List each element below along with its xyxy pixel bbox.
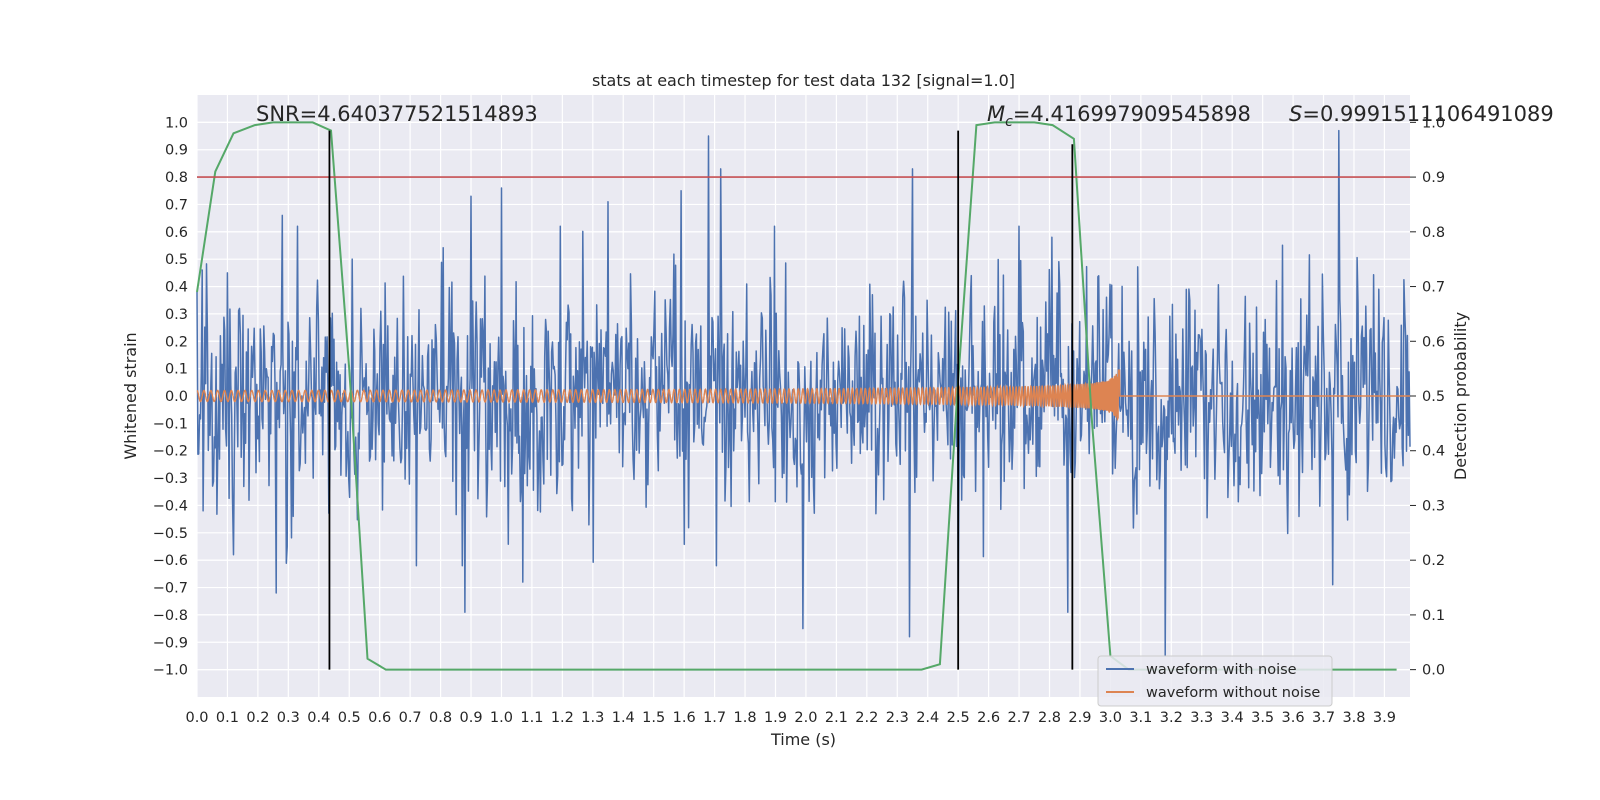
y2-tick-label: 0.5 <box>1422 389 1445 405</box>
y2-tick-label: 0.4 <box>1422 444 1445 460</box>
y2-tick-label: 0.6 <box>1422 334 1445 350</box>
annotation-s-symbol: S <box>1289 102 1302 126</box>
y-tick-label: 0.0 <box>165 389 188 405</box>
legend-label-waveform-with-noise: waveform with noise <box>1146 662 1297 678</box>
y2-tick-label: 0.3 <box>1422 498 1445 514</box>
y-tick-label: 0.8 <box>165 170 188 186</box>
x-tick-label: 2.3 <box>886 710 909 726</box>
annotation-s-value: =0.9991511106491089 <box>1302 102 1553 126</box>
y2-tick-label: 0.0 <box>1422 663 1445 679</box>
series-waveform-without-noise <box>196 369 1410 421</box>
x-tick-label: 2.9 <box>1068 710 1091 726</box>
x-tick-label: 1.3 <box>581 710 604 726</box>
x-tick-label: 0.0 <box>185 710 208 726</box>
x-tick-label: 3.6 <box>1282 710 1305 726</box>
annotation-chirp-mass-symbol: M <box>987 102 1005 126</box>
line-waveform-without-noise <box>196 369 1410 421</box>
y-tick-label: −0.6 <box>153 553 188 569</box>
legend: waveform with noise waveform without noi… <box>1097 655 1333 707</box>
y-tick-label: 1.0 <box>165 115 188 131</box>
x-tick-label: 0.2 <box>246 710 269 726</box>
x-tick-label: 0.6 <box>368 710 391 726</box>
x-tick-label: 3.2 <box>1160 710 1183 726</box>
x-tick-label: 0.4 <box>307 710 330 726</box>
x-tick-label: 0.5 <box>338 710 361 726</box>
annotation-snr: SNR=4.640377521514893 <box>256 102 538 126</box>
x-tick-label: 2.0 <box>794 710 817 726</box>
y-tick-label: 0.1 <box>165 362 188 378</box>
y2-tick-label: 0.8 <box>1422 225 1445 241</box>
x-tick-label: 3.5 <box>1251 710 1274 726</box>
x-tick-label: 1.4 <box>612 710 635 726</box>
y-tick-label: −0.2 <box>153 444 188 460</box>
y-tick-label: 0.7 <box>165 197 188 213</box>
series-waveform-with-noise <box>196 129 1411 657</box>
y-tick-label: 0.5 <box>165 252 188 268</box>
y2-tick-label: 0.7 <box>1422 280 1445 296</box>
x-tick-label: 3.0 <box>1099 710 1122 726</box>
reference-lines <box>197 130 1410 670</box>
annotation-chirp-mass-value: =4.416997909545898 <box>1013 102 1251 126</box>
y-tick-label: −0.7 <box>153 581 188 597</box>
x-tick-label: 3.7 <box>1312 710 1335 726</box>
x-tick-label: 3.9 <box>1373 710 1396 726</box>
annotation-chirp-mass: Mc=4.416997909545898 <box>987 102 1251 130</box>
x-tick-label: 0.7 <box>399 710 422 726</box>
y2-tick-label: 0.2 <box>1422 553 1445 569</box>
x-tick-label: 2.1 <box>825 710 848 726</box>
x-tick-label: 3.8 <box>1342 710 1365 726</box>
y-tick-label: −0.5 <box>153 526 188 542</box>
x-axis-label: Time (s) <box>770 730 836 749</box>
y-tick-label: −0.3 <box>153 471 188 487</box>
x-tick-label: 1.1 <box>520 710 543 726</box>
x-tick-label: 2.4 <box>916 710 939 726</box>
x-tick-label: 3.4 <box>1221 710 1244 726</box>
annotation-s: S=0.9991511106491089 <box>1289 102 1554 126</box>
y-tick-label: −1.0 <box>153 663 188 679</box>
x-tick-label: 0.1 <box>216 710 239 726</box>
y-tick-label: 0.6 <box>165 225 188 241</box>
x-axis-ticks: 0.0 0.1 0.2 0.3 0.4 0.5 0.6 0.7 0.8 0.9 1.0 1.1 1.2 1… <box>185 710 1395 726</box>
y-tick-label: 0.2 <box>165 334 188 350</box>
y-axis-ticks: 1.0 0.9 0.8 0.7 0.6 0.5 0.4 0.3 0.2 0.1 0.0 −0.1 −0.… <box>153 115 188 678</box>
x-tick-label: 0.9 <box>459 710 482 726</box>
annotation-chirp-mass-subscript: c <box>1005 114 1013 130</box>
x-tick-label: 2.8 <box>1038 710 1061 726</box>
x-tick-label: 3.3 <box>1190 710 1213 726</box>
x-tick-label: 1.8 <box>734 710 757 726</box>
y-tick-label: −0.8 <box>153 608 188 624</box>
y-axis-label: Whitened strain <box>121 332 140 459</box>
x-tick-label: 1.0 <box>490 710 513 726</box>
x-tick-label: 3.1 <box>1129 710 1152 726</box>
x-tick-label: 2.2 <box>855 710 878 726</box>
line-waveform-with-noise <box>196 129 1411 657</box>
x-tick-label: 1.6 <box>673 710 696 726</box>
y-tick-label: 0.3 <box>165 307 188 323</box>
chart-title: stats at each timestep for test data 132… <box>592 71 1015 90</box>
x-tick-label: 1.9 <box>764 710 787 726</box>
y2-tick-label: 1.0 <box>1422 115 1445 131</box>
y-tick-label: 0.9 <box>165 143 188 159</box>
x-tick-label: 1.7 <box>703 710 726 726</box>
y2-tick-label: 0.1 <box>1422 608 1445 624</box>
x-tick-label: 1.2 <box>551 710 574 726</box>
x-tick-label: 0.3 <box>277 710 300 726</box>
y-tick-label: 0.4 <box>165 280 188 296</box>
y-tick-label: −0.4 <box>153 498 188 514</box>
y-tick-label: −0.9 <box>153 635 188 651</box>
x-tick-label: 2.7 <box>1008 710 1031 726</box>
legend-box <box>1097 655 1333 707</box>
legend-label-waveform-without-noise: waveform without noise <box>1146 685 1320 701</box>
y2-axis-ticks: 1.0 0.9 0.8 0.7 0.6 0.5 0.4 0.3 0.2 0.1 0.0 <box>1410 115 1445 679</box>
y2-axis-label: Detection probability <box>1451 312 1470 480</box>
x-tick-label: 0.8 <box>429 710 452 726</box>
x-tick-label: 2.6 <box>977 710 1000 726</box>
x-tick-label: 1.5 <box>642 710 665 726</box>
y-tick-label: −0.1 <box>153 416 188 432</box>
y2-tick-label: 0.9 <box>1422 170 1445 186</box>
x-tick-label: 2.5 <box>947 710 970 726</box>
